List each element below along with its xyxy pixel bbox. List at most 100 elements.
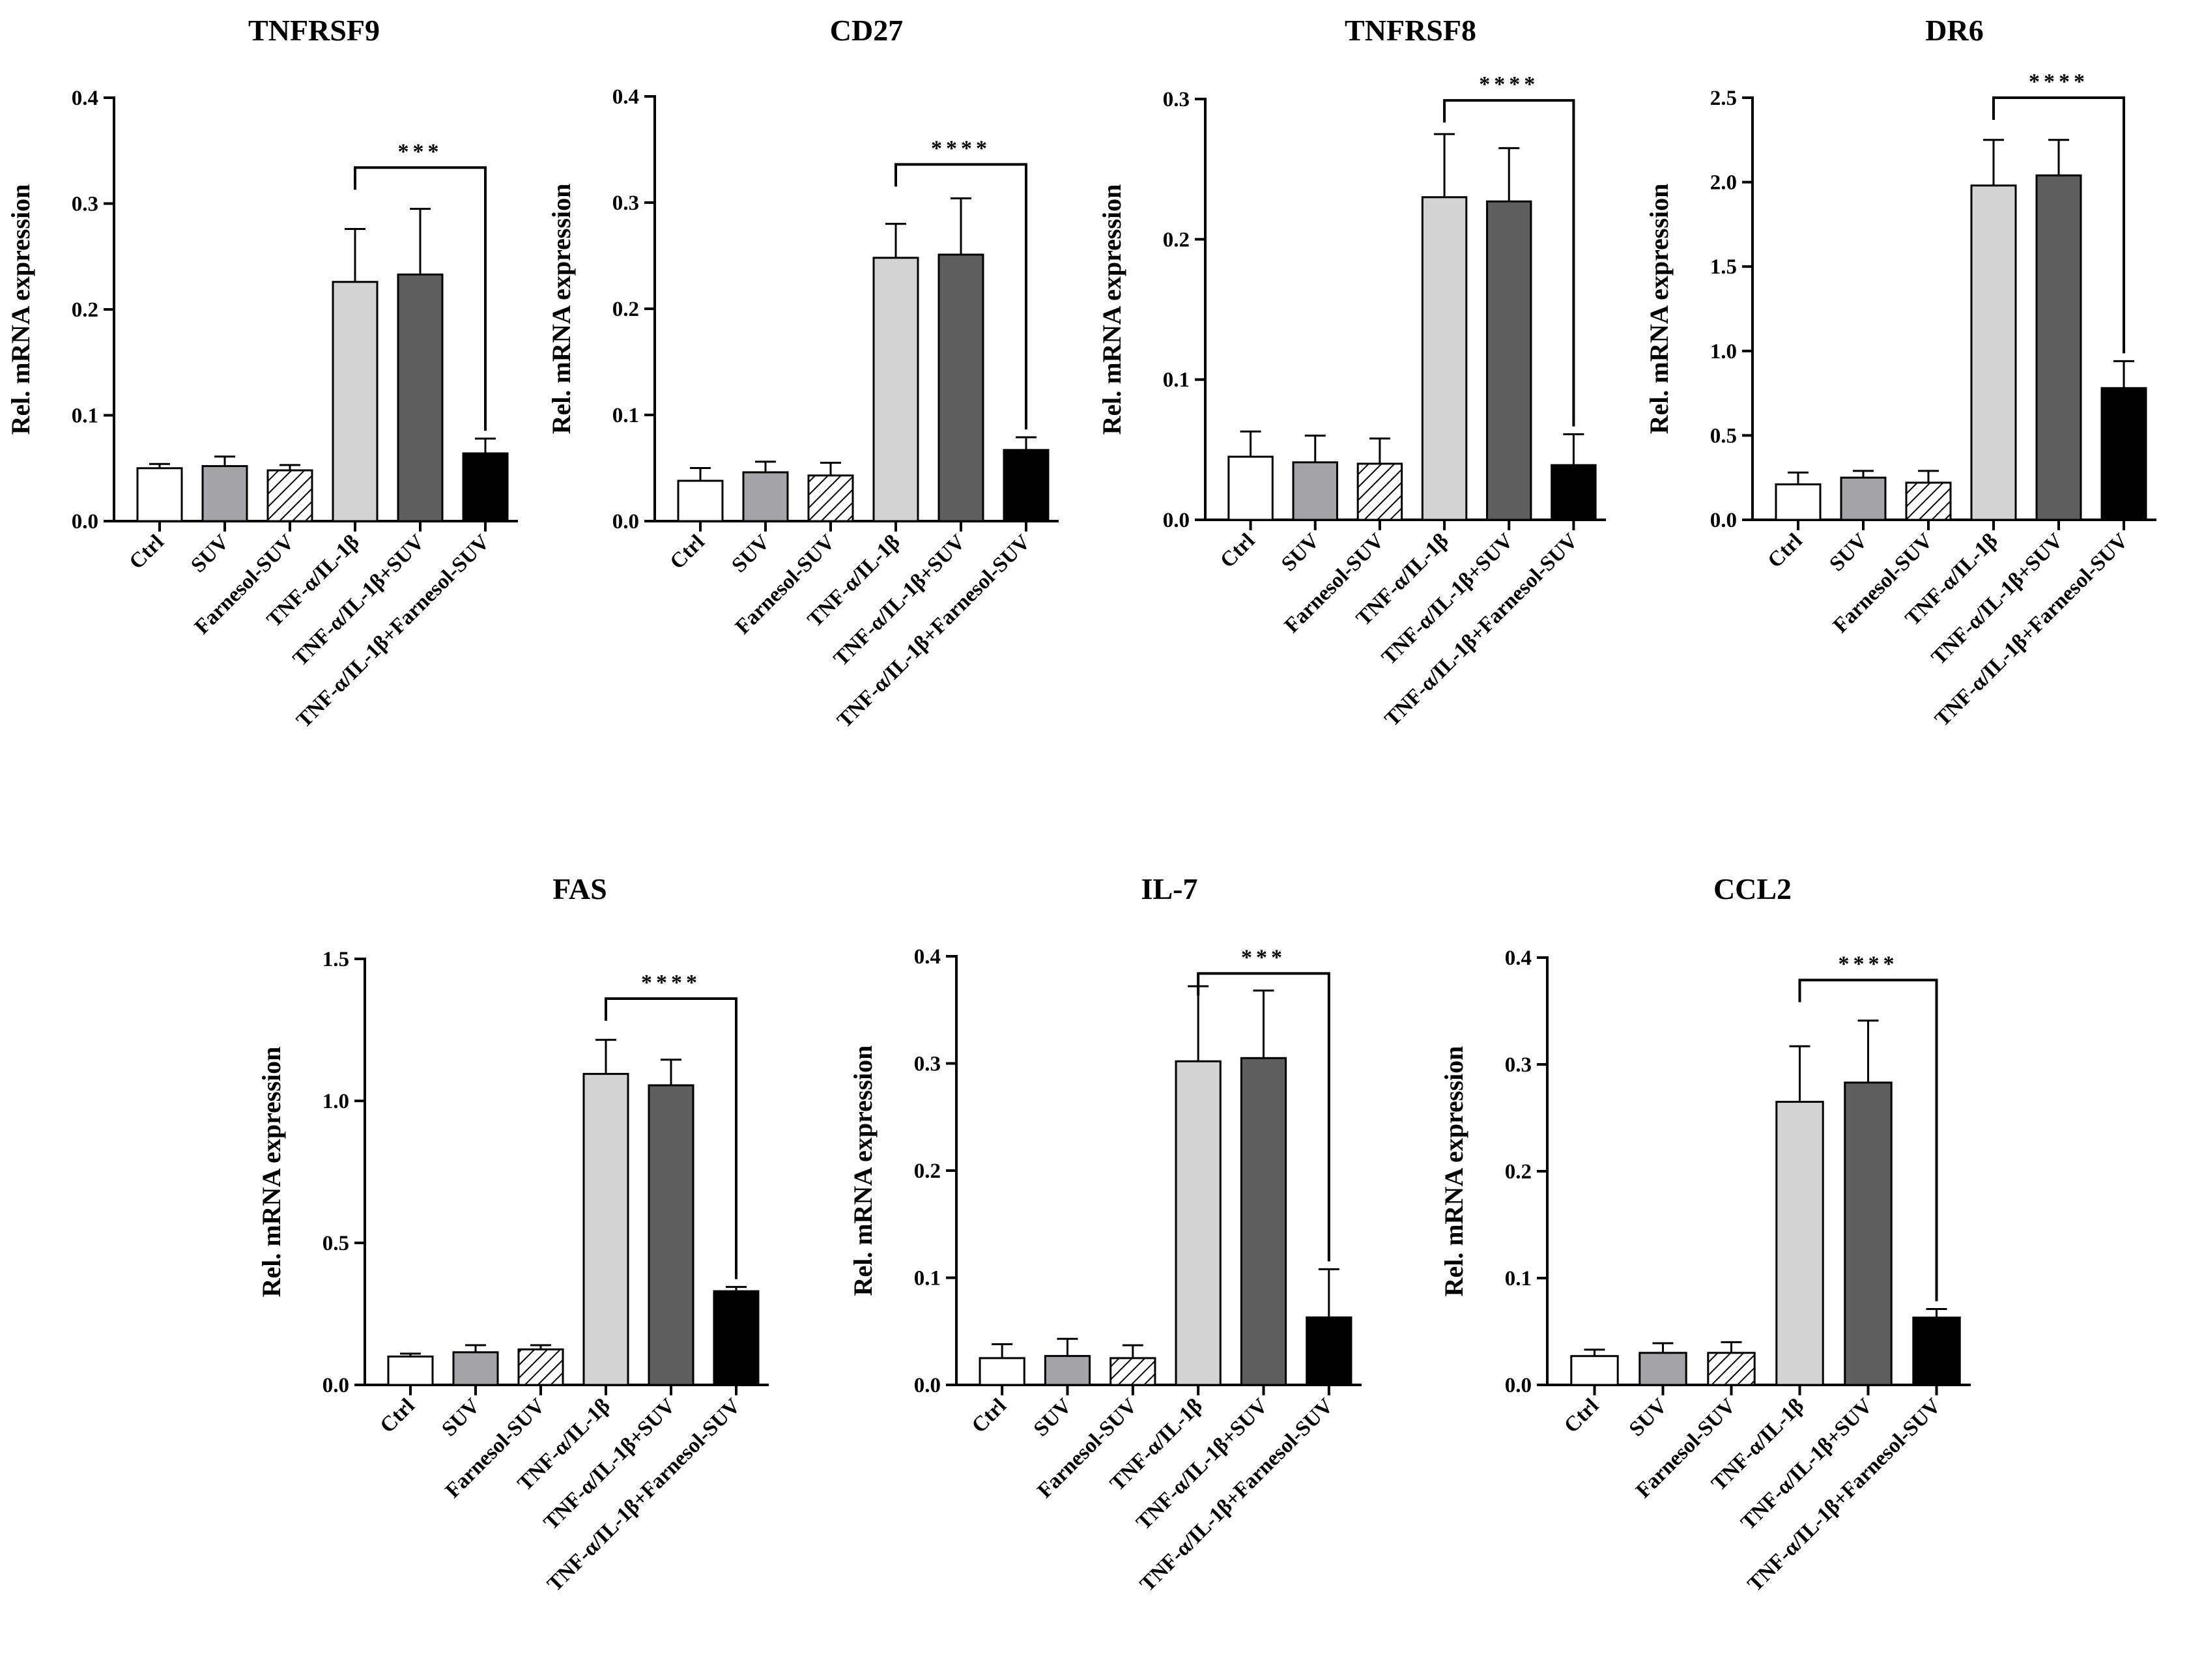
bar bbox=[1551, 464, 1597, 521]
bar bbox=[1240, 1057, 1287, 1386]
significance-bracket bbox=[1992, 96, 2125, 354]
x-tick-label: Ctrl bbox=[967, 1394, 1011, 1438]
bar bbox=[1570, 1355, 1619, 1386]
y-tick-label: 0.3 bbox=[72, 193, 98, 216]
significance-label: **** bbox=[1838, 952, 1898, 976]
bar bbox=[1175, 1060, 1222, 1386]
y-axis-label: Rel. mRNA expression bbox=[848, 1046, 878, 1296]
bar bbox=[1044, 1355, 1091, 1386]
bar bbox=[742, 471, 789, 522]
chart-panel-2: CD27 Rel. mRNA expression 0.0 0.1 0.2 0.3 0.4 C… bbox=[547, 14, 1059, 733]
y-tick-label: 0.0 bbox=[72, 510, 98, 534]
y-tick-label: 0.1 bbox=[914, 1267, 941, 1290]
y-tick-label: 0.1 bbox=[72, 405, 98, 428]
x-tick-label: SUV bbox=[1625, 1394, 1672, 1441]
x-tick-label: Ctrl bbox=[376, 1394, 420, 1438]
chart-panel-1: TNFRSF9 Rel. mRNA expression 0.0 0.1 0.2 0.3 0… bbox=[6, 14, 518, 733]
y-axis-label: Rel. mRNA expression bbox=[257, 1047, 286, 1298]
bar bbox=[1421, 196, 1468, 521]
bar bbox=[1912, 1317, 1961, 1386]
chart-title: FAS bbox=[552, 872, 607, 905]
y-tick-label: 0.3 bbox=[1163, 88, 1190, 111]
bar bbox=[937, 253, 984, 522]
x-tick-label: SUV bbox=[728, 530, 775, 577]
bar bbox=[1356, 463, 1403, 521]
bar bbox=[1638, 1352, 1687, 1386]
significance-bracket bbox=[1197, 972, 1330, 1262]
significance-bracket bbox=[605, 997, 737, 1279]
bar bbox=[648, 1084, 694, 1386]
y-axis-label: Rel. mRNA expression bbox=[1097, 184, 1126, 435]
significance-label: *** bbox=[1241, 945, 1286, 969]
significance-bracket bbox=[354, 166, 487, 431]
bar bbox=[517, 1348, 564, 1386]
y-tick-label: 0.5 bbox=[1710, 424, 1737, 448]
y-tick-label: 0.0 bbox=[1710, 509, 1737, 532]
bar bbox=[872, 257, 919, 522]
x-tick-label: SUV bbox=[187, 530, 234, 577]
y-tick-label: 2.5 bbox=[1710, 87, 1737, 110]
y-tick-label: 0.5 bbox=[322, 1232, 349, 1255]
y-tick-label: 0.1 bbox=[1163, 369, 1190, 392]
x-tick-label: Ctrl bbox=[1764, 529, 1807, 573]
chart-title: TNFRSF8 bbox=[1345, 14, 1476, 47]
y-tick-label: 1.5 bbox=[322, 948, 349, 971]
x-tick-label: Ctrl bbox=[1560, 1394, 1603, 1438]
y-tick-label: 0.3 bbox=[612, 192, 639, 215]
bar bbox=[1292, 461, 1338, 521]
bar bbox=[136, 467, 183, 522]
y-tick-label: 1.0 bbox=[1710, 340, 1737, 363]
bar bbox=[397, 273, 444, 522]
bar bbox=[713, 1290, 760, 1386]
bar bbox=[1109, 1357, 1156, 1386]
y-tick-label: 0.4 bbox=[914, 945, 941, 969]
significance-label: **** bbox=[641, 971, 701, 995]
bar bbox=[332, 281, 379, 522]
significance-label: **** bbox=[931, 136, 991, 160]
chart-title: DR6 bbox=[1925, 14, 1983, 47]
bar bbox=[452, 1351, 499, 1386]
y-tick-label: 0.3 bbox=[1505, 1053, 1532, 1077]
y-tick-label: 0.1 bbox=[612, 404, 639, 427]
chart-title: IL-7 bbox=[1141, 872, 1198, 905]
y-tick-label: 1.5 bbox=[1710, 255, 1737, 279]
y-axis-label: Rel. mRNA expression bbox=[6, 184, 35, 435]
y-tick-label: 0.0 bbox=[612, 510, 639, 534]
chart-panel-4: DR6 Rel. mRNA expression 0.0 0.5 1.0 1.5 2.0 2.… bbox=[1644, 14, 2156, 732]
y-tick-label: 0.0 bbox=[1505, 1374, 1532, 1397]
bar bbox=[1905, 481, 1952, 521]
y-tick-label: 0.0 bbox=[1163, 509, 1190, 532]
bar bbox=[2100, 387, 2147, 521]
bar bbox=[1840, 476, 1887, 521]
x-tick-label: SUV bbox=[1825, 529, 1872, 576]
y-axis-label: Rel. mRNA expression bbox=[547, 184, 576, 434]
x-tick-label: TNF-α/IL-1β+SUV bbox=[1736, 1394, 1877, 1535]
y-tick-label: 0.4 bbox=[612, 85, 639, 109]
y-tick-label: 0.0 bbox=[322, 1374, 349, 1397]
bar bbox=[1306, 1316, 1352, 1386]
bar bbox=[2035, 174, 2082, 521]
y-tick-label: 0.1 bbox=[1505, 1267, 1532, 1290]
chart-panel-3: TNFRSF8 Rel. mRNA expression 0.0 0.1 0.2 0.3 C… bbox=[1097, 14, 1606, 732]
bar bbox=[201, 465, 248, 522]
bar bbox=[677, 479, 724, 522]
y-tick-label: 0.2 bbox=[914, 1160, 941, 1183]
y-tick-label: 0.3 bbox=[914, 1053, 941, 1076]
x-tick-label: Ctrl bbox=[1216, 529, 1259, 573]
significance-bracket bbox=[1443, 99, 1575, 427]
significance-label: **** bbox=[2029, 70, 2089, 94]
chart-panel-5: FAS Rel. mRNA expression 0.0 0.5 1.0 1.5 Ctrl S… bbox=[257, 872, 769, 1597]
x-tick-label: Ctrl bbox=[125, 530, 169, 574]
y-tick-label: 0.4 bbox=[1505, 947, 1532, 970]
significance-bracket bbox=[894, 163, 1027, 430]
y-tick-label: 2.0 bbox=[1710, 171, 1737, 195]
bar bbox=[387, 1355, 434, 1386]
chart-title: CD27 bbox=[830, 14, 903, 47]
chart-panel-6: IL-7 Rel. mRNA expression 0.0 0.1 0.2 0.3 0.4 C… bbox=[848, 872, 1362, 1597]
significance-label: *** bbox=[398, 139, 443, 164]
y-tick-label: 0.2 bbox=[1505, 1160, 1532, 1184]
bar bbox=[1775, 483, 1822, 521]
y-tick-label: 0.4 bbox=[72, 87, 98, 110]
x-tick-label: SUV bbox=[1277, 529, 1324, 576]
